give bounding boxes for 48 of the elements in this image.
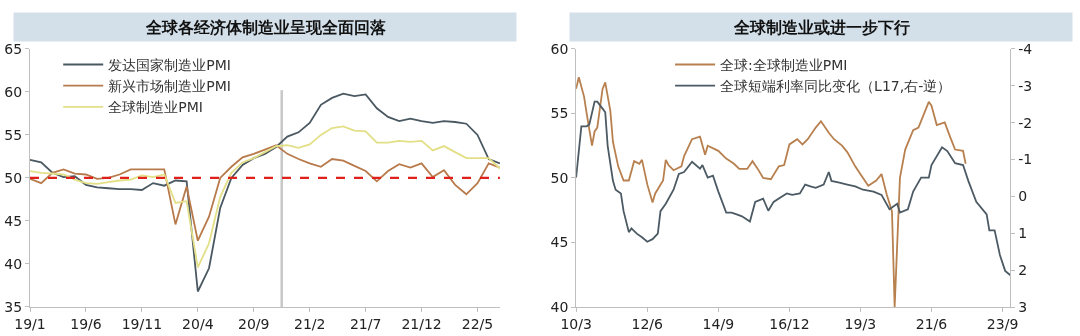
- y-tick-label: 35: [4, 298, 23, 315]
- x-tick-label: 23/9: [986, 315, 1019, 332]
- x-tick-label: 12/6: [631, 315, 664, 332]
- x-tick-label: 22/5: [461, 315, 494, 332]
- x-tick-label: 19/6: [70, 315, 102, 332]
- chart-title: 全球各经济体制造业呈现全面回落: [144, 17, 386, 37]
- y2-tick-label: 3: [1018, 298, 1028, 315]
- legend-label: 全球制造业PMI: [108, 99, 203, 116]
- x-tick-label: 20/9: [238, 315, 270, 332]
- legend-label: 全球:全球制造业PMI: [720, 56, 848, 73]
- x-tick-label: 21/2: [293, 315, 326, 332]
- x-tick-label: 19/1: [14, 315, 46, 332]
- y2-tick-label: -1: [1018, 151, 1033, 168]
- chart-title: 全球制造业或进一步下行: [732, 17, 910, 37]
- x-tick-label: 21/6: [915, 315, 948, 332]
- line-series: [30, 125, 500, 269]
- x-tick-label: 19/3: [844, 315, 877, 332]
- y2-tick-label: 0: [1018, 188, 1028, 205]
- y-tick-label: 45: [550, 234, 569, 251]
- y2-tick-label: 2: [1018, 262, 1028, 279]
- y2-tick-label: -2: [1018, 114, 1033, 131]
- y-tick-label: 65: [4, 40, 23, 57]
- x-tick-label: 21/12: [401, 315, 442, 332]
- line-series: [576, 76, 967, 307]
- y2-tick-label: 1: [1018, 225, 1028, 242]
- y-tick-label: 55: [4, 126, 23, 143]
- x-tick-label: 19/11: [121, 315, 163, 332]
- x-tick-label: 10/3: [560, 315, 592, 332]
- y-tick-label: 55: [550, 105, 569, 122]
- x-tick-label: 14/9: [702, 315, 735, 332]
- line-series: [30, 92, 500, 293]
- x-tick-label: 16/12: [769, 315, 810, 332]
- y-tick-label: 50: [4, 169, 23, 186]
- y-tick-label: 50: [550, 169, 569, 186]
- y-tick-label: 60: [550, 40, 569, 57]
- legend-label: 全球短端利率同比变化（L17,右-逆）: [720, 78, 952, 95]
- y-tick-label: 40: [550, 298, 569, 315]
- x-tick-label: 21/7: [349, 315, 382, 332]
- y-tick-label: 40: [4, 255, 23, 272]
- x-tick-label: 20/4: [182, 315, 214, 332]
- y-tick-label: 60: [4, 83, 23, 100]
- legend-label: 发达国家制造业PMI: [108, 56, 231, 73]
- line-series: [576, 100, 1011, 277]
- y2-tick-label: -4: [1018, 40, 1033, 57]
- legend-label: 新兴市场制造业PMI: [108, 78, 231, 95]
- y2-tick-label: -3: [1018, 77, 1033, 94]
- line-series: [30, 144, 500, 242]
- y-tick-label: 45: [4, 212, 23, 229]
